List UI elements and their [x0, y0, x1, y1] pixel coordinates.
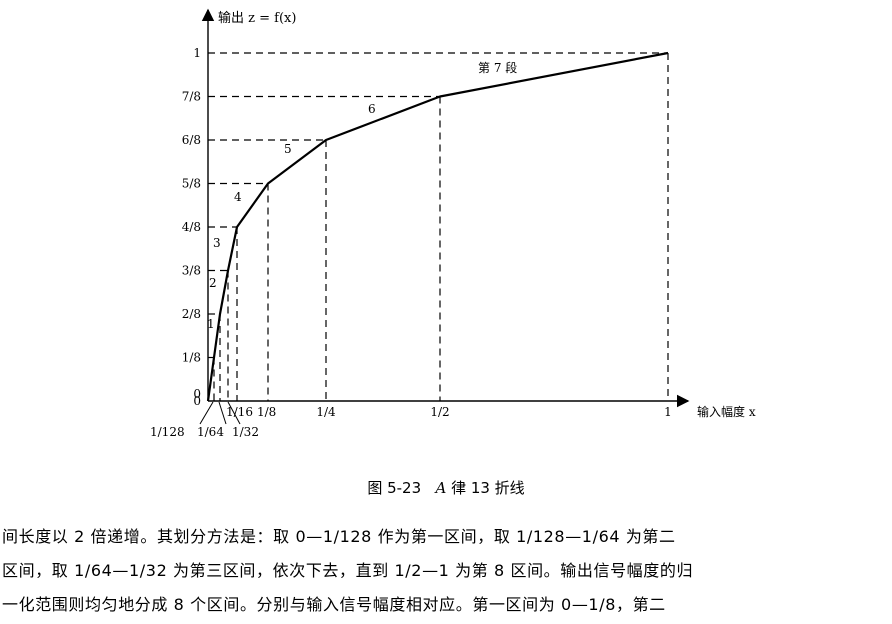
- y-tick-label: 0: [193, 394, 201, 408]
- x-tick-label: 1/4: [316, 405, 336, 419]
- y-tick-label: 4/8: [182, 220, 201, 234]
- y-tick-label: 2/8: [182, 307, 201, 321]
- segment-label: 2: [209, 276, 217, 290]
- segment-label: 3: [213, 236, 221, 250]
- x-tick-leader: [199, 401, 214, 425]
- x-tick-label: 1/8: [257, 405, 276, 419]
- y-tick-label: 1/8: [182, 351, 201, 365]
- x-tick-label: 1/2: [430, 405, 449, 419]
- figure-caption: 图 5-23 A 律 13 折线: [0, 477, 892, 498]
- caption-title: 律 13 折线: [451, 479, 525, 497]
- dashed-guide-lines: [208, 52, 669, 401]
- segment-label: 6: [368, 102, 376, 116]
- y-tick-label: 1: [193, 46, 201, 60]
- a-law-13-segment-figure: 输出 z = f(x) 输入幅度 x 0 1/8 2/8 3/8 4/8 5/8 6/8 7/…: [150, 8, 756, 439]
- x-tick-labels: 0 1/128 1/64 1/32 1/16 1/8 1/4 1/2 1: [150, 387, 672, 439]
- x-tick-label: 0: [193, 387, 201, 401]
- y-tick-label: 7/8: [182, 90, 201, 104]
- x-tick-leader: [227, 401, 241, 425]
- segment-label: 第 7 段: [478, 60, 517, 75]
- x-tick-label: 1/16: [226, 405, 253, 419]
- caption-law-letter: A: [435, 479, 447, 497]
- caption-number: 图 5-23: [367, 479, 422, 497]
- paragraph-line: 一化范围则均匀地分成 8 个区间。分别与输入信号幅度相对应。第一区间为 0—1/…: [2, 595, 666, 614]
- x-tick-label: 1/128: [150, 425, 185, 439]
- y-axis-title: 输出 z = f(x): [218, 10, 296, 26]
- x-tick-label: 1/64: [197, 425, 224, 439]
- x-tick-leader: [218, 401, 227, 425]
- segment-labels: 1 2 3 4 5 6 第 7 段: [207, 60, 517, 331]
- x-tick-label: 1/32: [232, 425, 259, 439]
- y-tick-label: 6/8: [182, 133, 201, 147]
- y-tick-labels: 0 1/8 2/8 3/8 4/8 5/8 6/8 7/8 1: [182, 46, 201, 408]
- y-tick-label: 5/8: [182, 177, 201, 191]
- paragraph-line: 间长度以 2 倍递增。其划分方法是：取 0—1/128 作为第一区间，取 1/1…: [2, 527, 676, 546]
- segment-label: 1: [207, 317, 215, 331]
- y-tick-label: 3/8: [182, 264, 201, 278]
- segmented-curve: [206, 51, 669, 402]
- x-tick-label: 1: [664, 405, 672, 419]
- paragraph-line: 区间，取 1/64—1/32 为第三区间，依次下去，直到 1/2—1 为第 8 …: [2, 561, 694, 580]
- segment-label: 5: [284, 142, 292, 156]
- body-paragraph: 间长度以 2 倍递增。其划分方法是：取 0—1/128 作为第一区间，取 1/1…: [2, 520, 890, 622]
- segment-label: 4: [234, 190, 242, 204]
- x-axis-title: 输入幅度 x: [697, 404, 756, 419]
